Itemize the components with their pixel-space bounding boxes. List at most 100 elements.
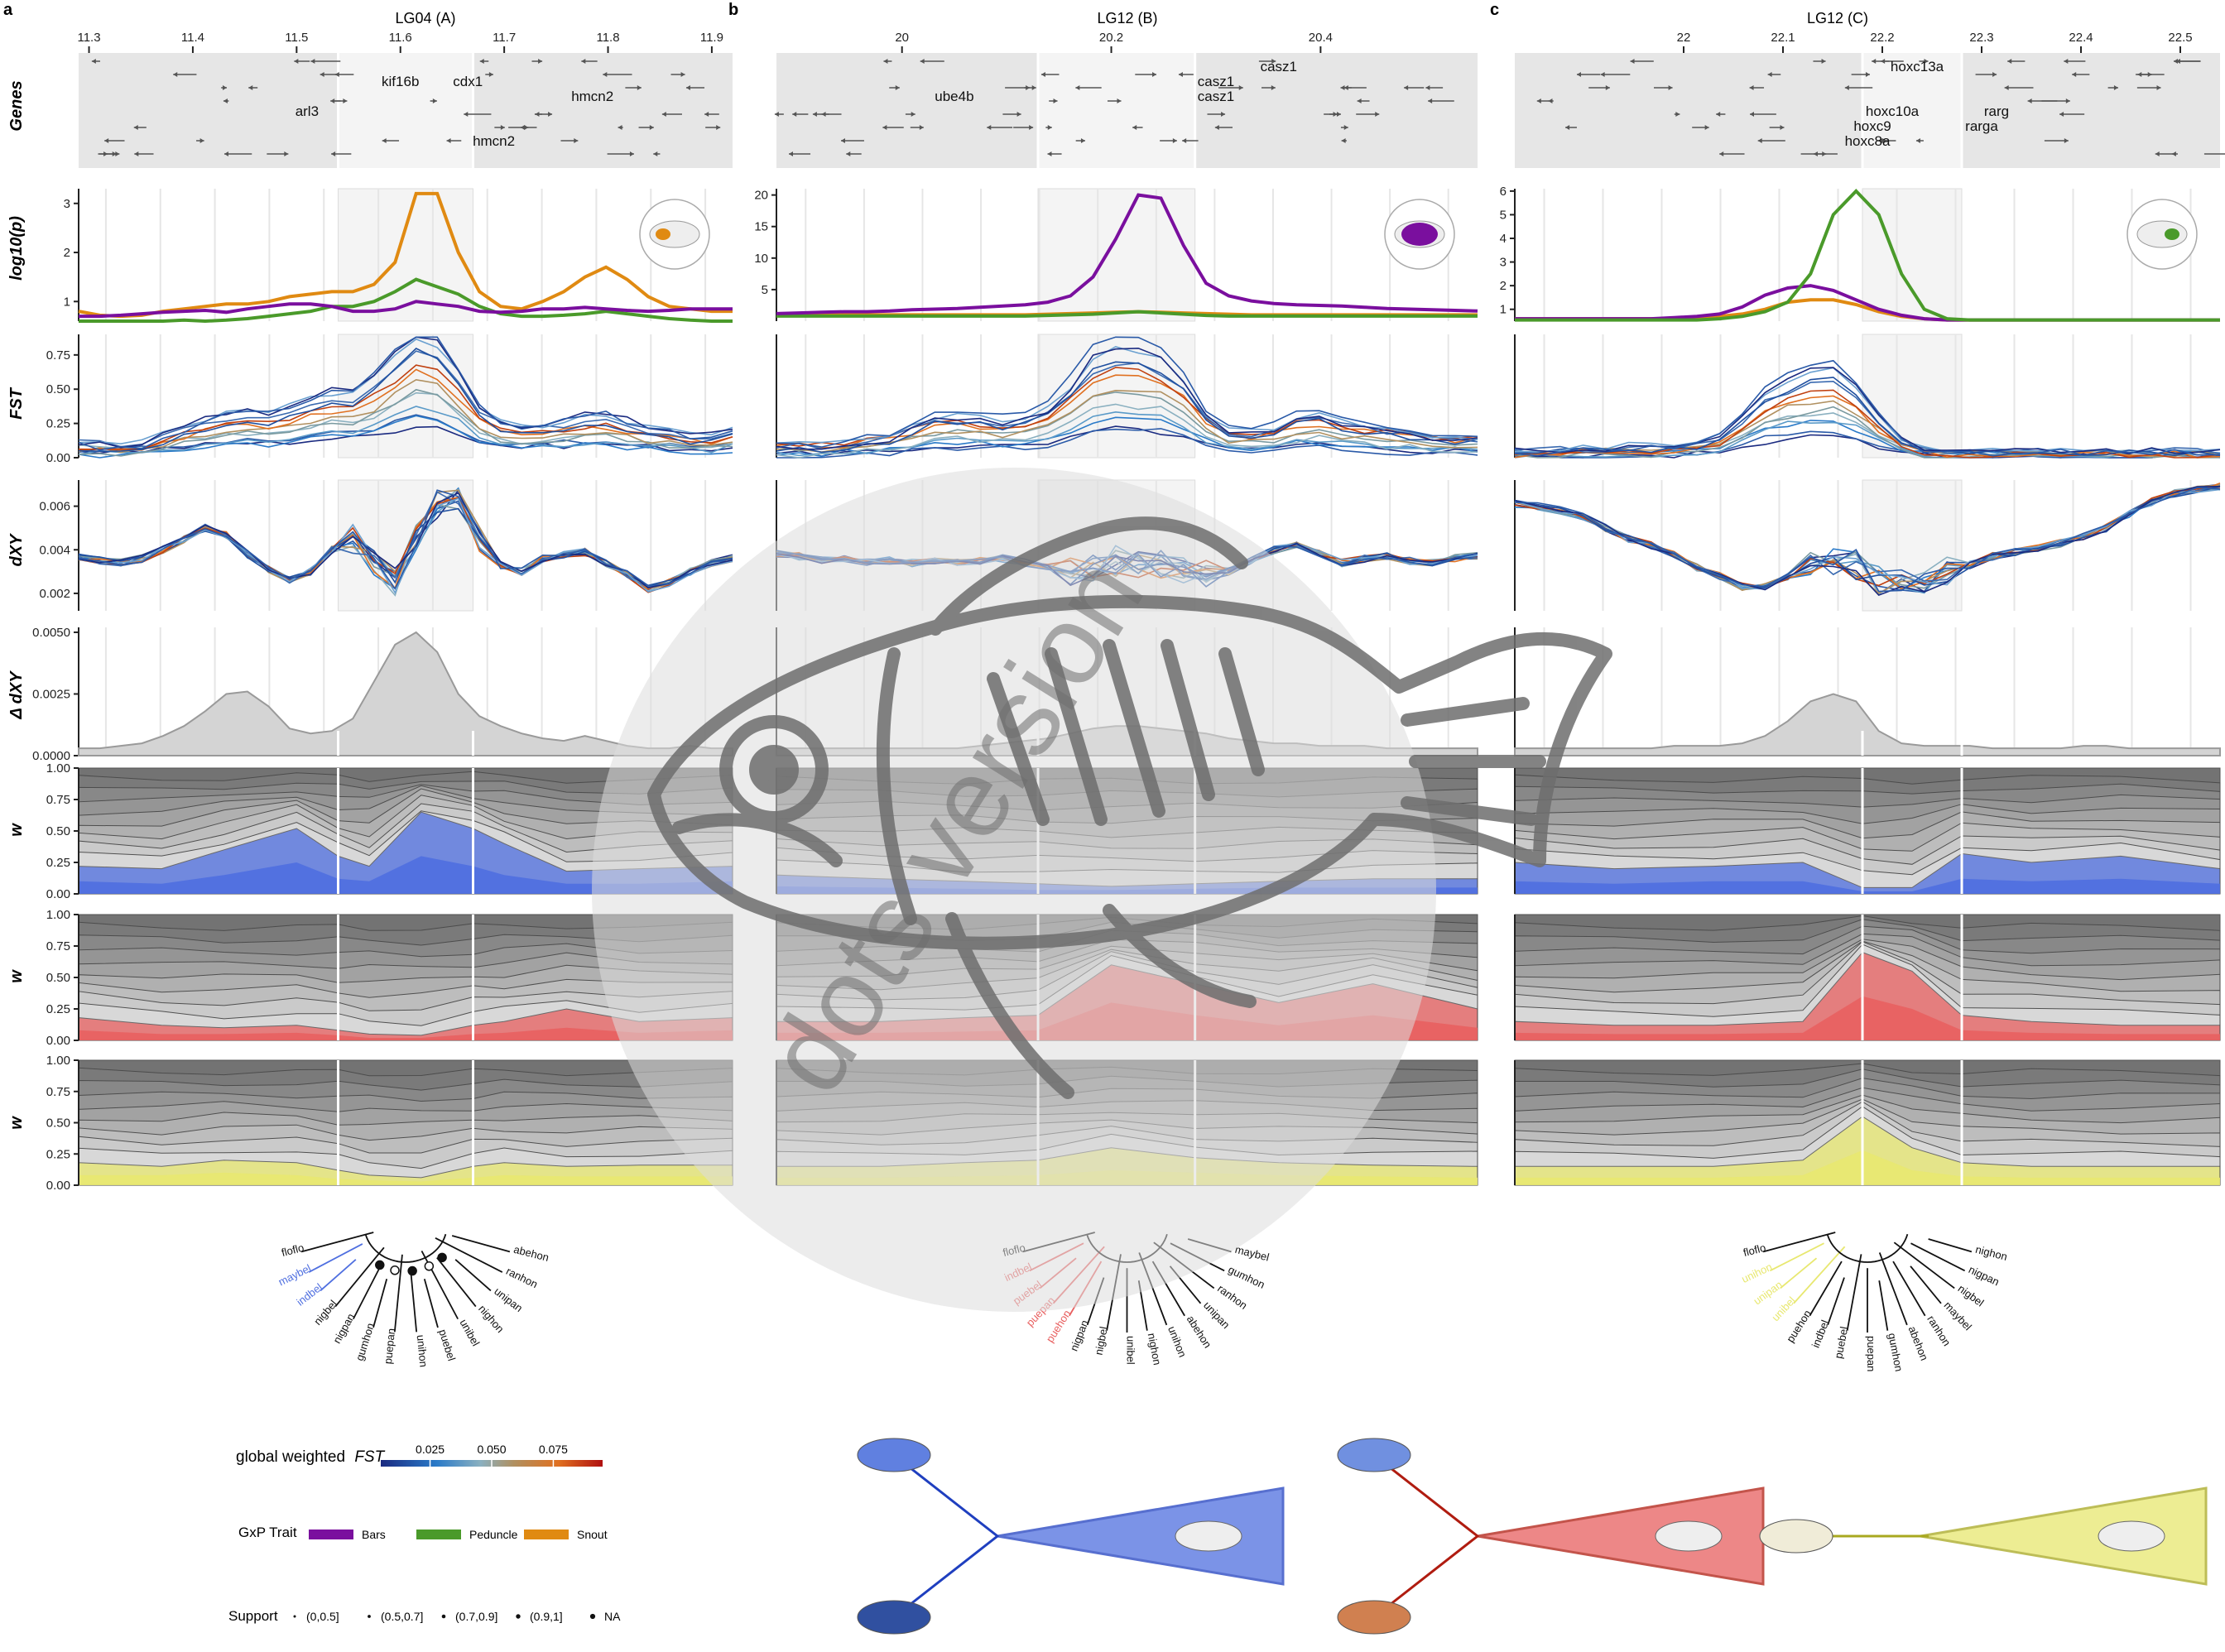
fst-highlight-region bbox=[1862, 334, 1963, 459]
tree-branch bbox=[320, 1259, 357, 1292]
gene-arrow bbox=[464, 112, 469, 117]
dxy-y-tick-label: 0.006 bbox=[39, 500, 70, 514]
x-tick-label: 20.4 bbox=[1309, 31, 1333, 45]
tree-leaf-label: nighon bbox=[476, 1303, 507, 1335]
w-y-tick-label: 0.50 bbox=[46, 971, 70, 985]
gene-arrow bbox=[548, 112, 553, 117]
gene-arrow bbox=[1040, 72, 1045, 77]
gene-arrow bbox=[320, 72, 324, 77]
gene-arrow bbox=[1548, 98, 1553, 103]
gene-arrow bbox=[248, 85, 253, 90]
fst-pairwise-line bbox=[776, 374, 1478, 449]
logp-line-peduncle bbox=[1515, 189, 2220, 322]
gene-arrow bbox=[581, 59, 586, 64]
fst-pairwise-line bbox=[776, 361, 1478, 454]
row-label-w-yellow: w bbox=[7, 1116, 26, 1130]
w-y-tick-label: 0.50 bbox=[46, 1117, 70, 1131]
gene-arrow bbox=[812, 112, 817, 117]
gene-arrow bbox=[1821, 59, 1826, 64]
gene-arrow bbox=[331, 151, 336, 156]
gene-label: hoxc13a bbox=[1891, 59, 1944, 74]
gene-arrow bbox=[649, 125, 654, 130]
schematic-fish-icon bbox=[857, 1438, 931, 1472]
gene-arrow bbox=[334, 72, 339, 77]
logp-y-tick-label: 3 bbox=[1500, 256, 1507, 270]
legend-support-label: (0.9,1] bbox=[530, 1610, 563, 1623]
fish-inset-body bbox=[2136, 220, 2188, 248]
gene-arrow bbox=[1576, 72, 1581, 77]
gene-arrow bbox=[637, 85, 642, 90]
tree-leaf-label: nigpan bbox=[330, 1311, 357, 1345]
tree-branch bbox=[334, 1246, 385, 1308]
gene-arrow bbox=[310, 59, 315, 64]
gene-label: hmcn2 bbox=[571, 89, 613, 104]
fst-pairwise-line bbox=[78, 425, 733, 454]
gene-arrow bbox=[1029, 125, 1034, 130]
fish-inset-body bbox=[649, 220, 700, 248]
tree-leaf-label: puebel bbox=[436, 1328, 458, 1362]
gene-arrow bbox=[2064, 138, 2069, 143]
logp-y-tick-label: 15 bbox=[754, 220, 768, 234]
gene-arrow bbox=[488, 72, 493, 77]
fst-pairwise-line bbox=[776, 403, 1478, 459]
gene-arrow bbox=[112, 151, 117, 156]
tree-leaf-label: ranhon bbox=[504, 1265, 540, 1290]
fst-track bbox=[776, 334, 1478, 459]
gene-arrow bbox=[104, 138, 109, 143]
fst-pairwise-line bbox=[1514, 367, 2221, 455]
gene-arrow bbox=[284, 151, 289, 156]
legend-fst-tick-label: 0.025 bbox=[416, 1443, 445, 1456]
fst-highlight-region bbox=[337, 334, 474, 459]
tree-support-node bbox=[424, 1261, 435, 1271]
w-y-tick-label: 0.25 bbox=[46, 856, 70, 870]
fst-y-tick-label: 0.50 bbox=[46, 382, 70, 396]
legend-fst-title-text: global weighted bbox=[236, 1448, 345, 1466]
schematic-fish-icon bbox=[857, 1600, 931, 1635]
gene-arrow bbox=[792, 112, 797, 117]
gene-arrow bbox=[653, 151, 658, 156]
gene-label: kif16b bbox=[382, 74, 419, 89]
x-tick-label: 22.3 bbox=[1969, 31, 1993, 45]
fish-inset-trait bbox=[1401, 223, 1438, 246]
legend-support-dot bbox=[589, 1613, 596, 1620]
gene-arrow bbox=[574, 138, 579, 143]
tree-leaf-label: floflo bbox=[280, 1241, 305, 1259]
logp-highlight-region bbox=[337, 188, 474, 322]
tree-branch bbox=[1827, 1277, 1845, 1326]
topology-weight-tracks: 0.00 0.25 0.50 0.75 1.00 0.00 0.25 0.50 0.75 1.00… bbox=[46, 761, 733, 1193]
tree-branch bbox=[1878, 1252, 1908, 1326]
legend-fst-title: global weighted FST bbox=[236, 1448, 386, 1466]
schematic-fish-icon bbox=[1655, 1520, 1723, 1552]
x-axis: 11.3 11.4 11.5 11.6 11.7 11.8 11.9 bbox=[77, 31, 723, 53]
gene-arrow bbox=[222, 85, 227, 90]
x-tick-label: 11.3 bbox=[77, 31, 100, 45]
fst-pairwise-line bbox=[78, 368, 733, 451]
gene-arrow bbox=[343, 98, 348, 103]
tree-leaf-label: abehon bbox=[512, 1243, 550, 1264]
w-focal-topology-area bbox=[1514, 1116, 2221, 1186]
w-y-tick-label: 0.75 bbox=[46, 1085, 70, 1099]
gene-arrow bbox=[1026, 85, 1031, 90]
gene-arrow bbox=[115, 151, 120, 156]
gene-arrow bbox=[1719, 151, 1724, 156]
gene-arrow bbox=[1813, 151, 1818, 156]
logp-y-tick-label: 2 bbox=[1500, 279, 1507, 293]
x-tick-label: 22.4 bbox=[2069, 31, 2093, 45]
tree-support-node bbox=[437, 1252, 447, 1263]
tree-branch bbox=[451, 1235, 511, 1253]
tree-branch bbox=[435, 1237, 503, 1273]
gene-arrow bbox=[882, 125, 887, 130]
gene-arrow bbox=[920, 59, 925, 64]
topology-schematics bbox=[857, 1438, 2208, 1635]
fst-pairwise-line bbox=[78, 348, 733, 453]
gene-arrow bbox=[1630, 59, 1635, 64]
tree-leaf-label: ranhon bbox=[1215, 1282, 1250, 1312]
legend-fst-ticks: 0.025 0.050 0.075 bbox=[416, 1443, 568, 1468]
gene-arrow bbox=[1117, 98, 1122, 103]
gene-arrow bbox=[382, 138, 387, 143]
tree-branch bbox=[1928, 1238, 1973, 1253]
dxy-track bbox=[1514, 479, 2221, 612]
gene-arrow bbox=[1757, 138, 1762, 143]
legend-support: (0,0.5] (0.5,0.7] (0.7,0.9] (0.9,1] NA bbox=[293, 1610, 621, 1623]
dxy-track: 0.002 0.004 0.006 bbox=[39, 479, 733, 612]
